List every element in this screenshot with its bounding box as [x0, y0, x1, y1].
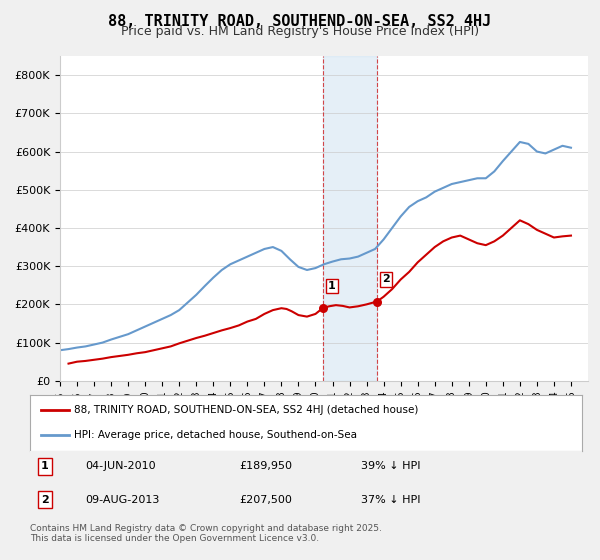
Text: 1: 1 — [41, 461, 49, 471]
Text: £207,500: £207,500 — [240, 495, 293, 505]
Text: 88, TRINITY ROAD, SOUTHEND-ON-SEA, SS2 4HJ: 88, TRINITY ROAD, SOUTHEND-ON-SEA, SS2 4… — [109, 14, 491, 29]
Text: 2: 2 — [41, 495, 49, 505]
Text: 1: 1 — [328, 281, 335, 291]
Text: 04-JUN-2010: 04-JUN-2010 — [85, 461, 156, 471]
Text: 88, TRINITY ROAD, SOUTHEND-ON-SEA, SS2 4HJ (detached house): 88, TRINITY ROAD, SOUTHEND-ON-SEA, SS2 4… — [74, 405, 419, 416]
Text: Contains HM Land Registry data © Crown copyright and database right 2025.
This d: Contains HM Land Registry data © Crown c… — [30, 524, 382, 543]
Bar — [323, 56, 377, 381]
Point — [372, 297, 382, 306]
Text: 2: 2 — [382, 274, 390, 284]
Text: HPI: Average price, detached house, Southend-on-Sea: HPI: Average price, detached house, Sout… — [74, 430, 357, 440]
Text: 39% ↓ HPI: 39% ↓ HPI — [361, 461, 421, 471]
Text: 09-AUG-2013: 09-AUG-2013 — [85, 495, 160, 505]
Text: 37% ↓ HPI: 37% ↓ HPI — [361, 495, 421, 505]
Point — [318, 304, 328, 312]
Text: £189,950: £189,950 — [240, 461, 293, 471]
Text: Price paid vs. HM Land Registry's House Price Index (HPI): Price paid vs. HM Land Registry's House … — [121, 25, 479, 38]
